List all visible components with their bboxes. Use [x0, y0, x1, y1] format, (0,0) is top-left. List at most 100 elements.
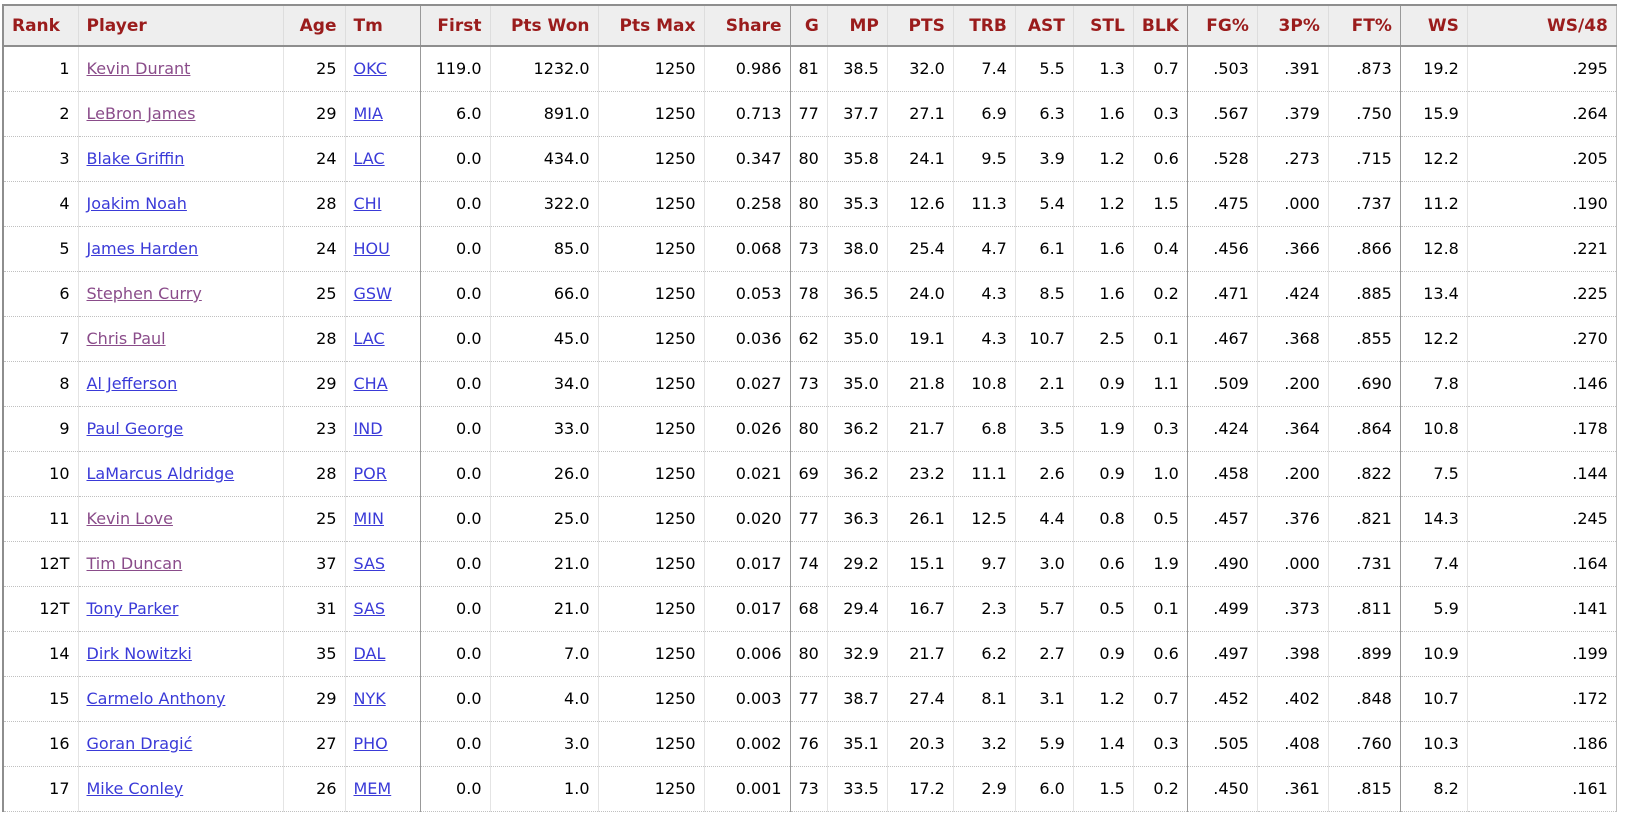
cell-pts_max: 1250	[597, 406, 704, 452]
cell-fg_pct: .567	[1186, 91, 1258, 137]
cell-tm: MIN	[344, 496, 420, 542]
cell-blk: 0.5	[1132, 496, 1188, 542]
player-link[interactable]: LaMarcus Aldridge	[86, 464, 235, 483]
cell-age: 28	[282, 451, 345, 497]
cell-pts: 20.3	[886, 721, 954, 767]
cell-age: 37	[282, 541, 345, 587]
cell-pts_max: 1250	[597, 136, 704, 182]
cell-age: 25	[282, 46, 345, 92]
column-header-g[interactable]: G	[789, 5, 828, 47]
cell-p3_pct: .200	[1256, 451, 1329, 497]
cell-trb: 2.3	[952, 586, 1016, 632]
player-link[interactable]: Tim Duncan	[86, 554, 183, 573]
player-link[interactable]: Al Jefferson	[86, 374, 178, 393]
cell-pts_max: 1250	[597, 91, 704, 137]
team-link[interactable]: SAS	[353, 599, 386, 618]
cell-mp: 35.0	[826, 361, 888, 407]
cell-pts: 19.1	[886, 316, 954, 362]
column-header-trb[interactable]: TRB	[952, 5, 1016, 47]
column-header-player[interactable]: Player	[77, 5, 283, 47]
column-header-ast[interactable]: AST	[1014, 5, 1074, 47]
column-header-first[interactable]: First	[419, 5, 490, 47]
team-link[interactable]: PHO	[353, 734, 388, 753]
column-header-ft_pct[interactable]: FT%	[1327, 5, 1401, 47]
team-link[interactable]: NYK	[353, 689, 386, 708]
cell-trb: 4.3	[952, 316, 1016, 362]
player-link[interactable]: James Harden	[86, 239, 199, 258]
column-header-rank[interactable]: Rank	[3, 5, 78, 47]
cell-ast: 2.1	[1014, 361, 1074, 407]
cell-mp: 32.9	[826, 631, 888, 677]
column-header-p3_pct[interactable]: 3P%	[1256, 5, 1329, 47]
cell-ft_pct: .821	[1327, 496, 1401, 542]
column-header-pts_won[interactable]: Pts Won	[489, 5, 598, 47]
player-link[interactable]: Goran Dragić	[86, 734, 193, 753]
column-header-ws[interactable]: WS	[1399, 5, 1468, 47]
team-link[interactable]: MIA	[353, 104, 383, 123]
cell-share: 0.003	[703, 676, 790, 722]
player-link[interactable]: Carmelo Anthony	[86, 689, 226, 708]
column-header-share[interactable]: Share	[703, 5, 790, 47]
team-link[interactable]: LAC	[353, 149, 385, 168]
column-header-stl[interactable]: STL	[1072, 5, 1134, 47]
player-link[interactable]: Mike Conley	[86, 779, 184, 798]
cell-ws_48: .146	[1466, 361, 1617, 407]
player-link[interactable]: Kevin Love	[86, 509, 173, 528]
team-link[interactable]: CHI	[353, 194, 382, 213]
cell-first: 0.0	[419, 766, 490, 812]
column-header-mp[interactable]: MP	[826, 5, 888, 47]
cell-ft_pct: .822	[1327, 451, 1401, 497]
column-header-tm[interactable]: Tm	[344, 5, 420, 47]
cell-age: 25	[282, 496, 345, 542]
cell-first: 0.0	[419, 226, 490, 272]
column-header-age[interactable]: Age	[282, 5, 345, 47]
column-header-fg_pct[interactable]: FG%	[1186, 5, 1258, 47]
player-link[interactable]: Stephen Curry	[86, 284, 202, 303]
player-link[interactable]: Blake Griffin	[86, 149, 185, 168]
team-link[interactable]: IND	[353, 419, 383, 438]
column-header-pts_max[interactable]: Pts Max	[597, 5, 704, 47]
cell-rank: 4	[3, 181, 78, 227]
cell-fg_pct: .475	[1186, 181, 1258, 227]
cell-ws: 13.4	[1399, 271, 1468, 317]
cell-pts: 21.7	[886, 631, 954, 677]
cell-ft_pct: .864	[1327, 406, 1401, 452]
cell-ws: 7.5	[1399, 451, 1468, 497]
player-link[interactable]: Paul George	[86, 419, 184, 438]
team-link[interactable]: SAS	[353, 554, 386, 573]
cell-age: 29	[282, 361, 345, 407]
cell-tm: PHO	[344, 721, 420, 767]
player-link[interactable]: Joakim Noah	[86, 194, 187, 213]
cell-g: 73	[789, 226, 828, 272]
cell-ft_pct: .885	[1327, 271, 1401, 317]
team-link[interactable]: DAL	[353, 644, 386, 663]
cell-first: 0.0	[419, 496, 490, 542]
table-row: 4 Joakim Noah 28 CHI 0.0 322.0 1250 0.258 80 35.3…	[3, 181, 1617, 227]
player-link[interactable]: Kevin Durant	[86, 59, 191, 79]
player-link[interactable]: Chris Paul	[86, 329, 166, 348]
cell-ws: 7.4	[1399, 541, 1468, 587]
team-link[interactable]: MEM	[353, 779, 392, 798]
cell-stl: 1.6	[1072, 91, 1134, 137]
cell-trb: 7.4	[952, 46, 1016, 92]
column-header-blk[interactable]: BLK	[1132, 5, 1188, 47]
team-link[interactable]: OKC	[353, 59, 387, 79]
cell-g: 77	[789, 676, 828, 722]
cell-ft_pct: .731	[1327, 541, 1401, 587]
column-header-pts[interactable]: PTS	[886, 5, 954, 47]
cell-ws_48: .144	[1466, 451, 1617, 497]
column-header-ws_48[interactable]: WS/48	[1466, 5, 1617, 47]
team-link[interactable]: MIN	[353, 509, 385, 528]
team-link[interactable]: GSW	[353, 284, 392, 303]
team-link[interactable]: LAC	[353, 329, 385, 348]
player-link[interactable]: Dirk Nowitzki	[86, 644, 192, 663]
player-link[interactable]: LeBron James	[86, 104, 196, 123]
cell-trb: 9.7	[952, 541, 1016, 587]
cell-ws_48: .221	[1466, 226, 1617, 272]
team-link[interactable]: HOU	[353, 239, 390, 258]
team-link[interactable]: CHA	[353, 374, 388, 393]
cell-tm: LAC	[344, 316, 420, 362]
player-link[interactable]: Tony Parker	[86, 599, 179, 618]
team-link[interactable]: POR	[353, 464, 387, 483]
cell-first: 6.0	[419, 91, 490, 137]
